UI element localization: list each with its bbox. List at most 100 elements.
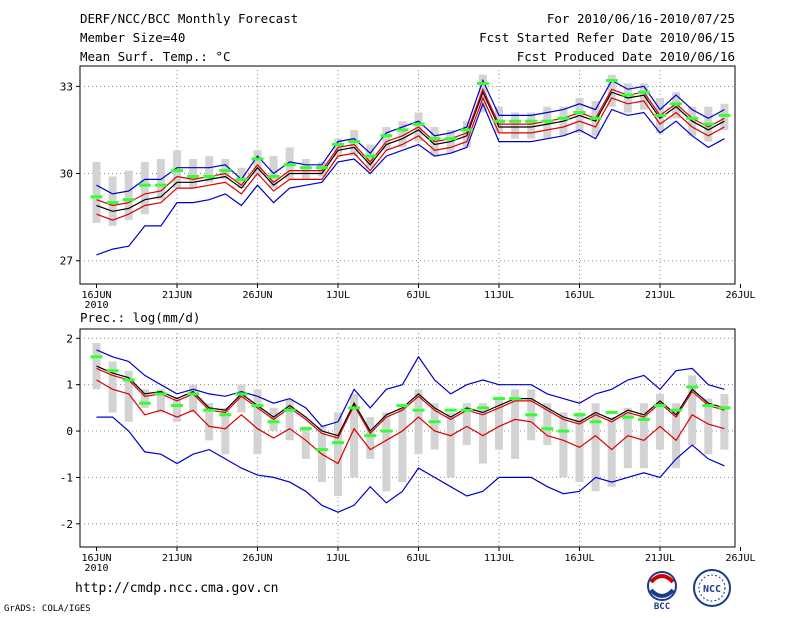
forecast-start-date: Fcst Started Refer Date 2010/06/15 bbox=[479, 30, 735, 45]
ncc-logo-text: NCC bbox=[703, 584, 721, 595]
median-mark bbox=[493, 397, 505, 401]
spread-box bbox=[92, 161, 101, 223]
member-size: Member Size=40 bbox=[80, 30, 186, 45]
median-mark bbox=[605, 79, 618, 83]
spread-box bbox=[559, 412, 568, 478]
median-mark bbox=[187, 174, 200, 178]
median-mark bbox=[154, 183, 167, 187]
median-mark bbox=[396, 404, 409, 408]
chart-temp: 16JUN 21JUN 26JUN 1JUL 6JUL 11JUL 16JUL 21JUL 26… bbox=[60, 65, 756, 311]
x-tick-label: 16JUN bbox=[81, 553, 111, 564]
y-tick-label: 2 bbox=[66, 332, 73, 345]
x-tick-label: 21JUN bbox=[162, 553, 192, 564]
y-tick-label: -1 bbox=[60, 471, 73, 484]
median-mark bbox=[686, 385, 699, 389]
median-mark bbox=[203, 174, 216, 178]
median-mark bbox=[235, 177, 248, 181]
y-tick-label: 1 bbox=[66, 379, 73, 392]
median-mark bbox=[122, 378, 135, 382]
forecast-period: For 2010/06/16-2010/07/25 bbox=[546, 11, 735, 26]
median-mark bbox=[476, 406, 489, 410]
spread-box bbox=[205, 156, 214, 183]
median-mark bbox=[203, 408, 216, 412]
median-mark bbox=[90, 195, 103, 199]
median-mark bbox=[106, 201, 119, 205]
spread-box bbox=[607, 417, 616, 487]
median-mark bbox=[90, 355, 103, 359]
median-mark bbox=[283, 163, 296, 167]
spread-box bbox=[656, 393, 664, 450]
bcc-logo: BCC bbox=[647, 571, 677, 610]
median-mark bbox=[299, 427, 312, 431]
logos: BCC NCC bbox=[647, 569, 731, 610]
spread-box bbox=[672, 403, 681, 469]
spread-box bbox=[688, 375, 697, 445]
median-mark bbox=[525, 119, 538, 123]
median-mark bbox=[541, 119, 554, 123]
median-mark bbox=[106, 369, 119, 373]
spread-box bbox=[140, 161, 149, 215]
median-mark bbox=[718, 113, 731, 117]
median-mark bbox=[428, 137, 441, 141]
median-mark bbox=[235, 392, 248, 396]
series-line-ens_mean bbox=[96, 365, 725, 437]
spread-box bbox=[527, 112, 536, 139]
variable-label: Mean Surf. Temp.: °C bbox=[80, 49, 231, 64]
median-mark bbox=[509, 397, 522, 401]
spread-box bbox=[720, 393, 729, 450]
median-mark bbox=[493, 119, 505, 123]
spread-box bbox=[253, 150, 262, 177]
series-line-max bbox=[96, 78, 725, 195]
spread-box bbox=[511, 389, 520, 459]
spread-box bbox=[511, 112, 520, 139]
median-mark bbox=[348, 406, 361, 410]
median-mark bbox=[589, 116, 602, 120]
spread-box bbox=[607, 74, 616, 107]
median-mark bbox=[654, 113, 666, 117]
chart-prec: 16JUN 21JUN 26JUN 1JUL 6JUL 11JUL 16JUL 21JUL 26… bbox=[60, 328, 756, 574]
median-mark bbox=[460, 408, 473, 412]
y-tick-label: 27 bbox=[60, 255, 73, 268]
spread-box bbox=[382, 127, 391, 151]
median-mark bbox=[348, 140, 361, 144]
x-tick-label: 26JUL bbox=[725, 290, 755, 301]
median-mark bbox=[573, 111, 586, 115]
median-mark bbox=[525, 413, 538, 417]
median-mark bbox=[637, 90, 650, 94]
series-line-max bbox=[96, 349, 725, 428]
median-mark bbox=[476, 81, 489, 85]
spread-box bbox=[591, 403, 600, 492]
median-mark bbox=[412, 122, 425, 126]
series-line-lower bbox=[96, 96, 725, 221]
median-mark bbox=[412, 408, 425, 412]
spread-box bbox=[205, 403, 214, 441]
y-tick-label: 33 bbox=[60, 80, 73, 93]
spread-box bbox=[623, 407, 632, 469]
source-url[interactable]: http://cmdp.ncc.cma.gov.cn bbox=[75, 581, 279, 596]
median-mark bbox=[138, 183, 151, 187]
spread-box bbox=[350, 393, 359, 478]
y-tick-label: 0 bbox=[66, 425, 73, 438]
spread-box bbox=[366, 417, 375, 459]
bcc-logo-text: BCC bbox=[654, 602, 670, 610]
spread-box bbox=[301, 426, 310, 459]
spread-box bbox=[704, 398, 713, 455]
ncc-logo: NCC bbox=[693, 569, 731, 607]
x-tick-label: 6JUL bbox=[406, 290, 430, 301]
x-tick-label: 21JUL bbox=[645, 553, 675, 564]
x-tick-label: 16JUL bbox=[564, 290, 594, 301]
median-mark bbox=[332, 441, 344, 445]
x-tick-label: 1JUL bbox=[326, 553, 350, 564]
median-mark bbox=[396, 128, 409, 132]
spread-box bbox=[398, 121, 407, 148]
median-mark bbox=[122, 198, 135, 202]
median-mark bbox=[589, 420, 602, 424]
spread-box bbox=[173, 398, 181, 422]
median-mark bbox=[702, 122, 715, 126]
median-mark bbox=[428, 420, 441, 424]
median-mark bbox=[138, 401, 151, 405]
spread-box bbox=[495, 398, 503, 450]
median-mark bbox=[621, 415, 634, 419]
y-tick-label: -2 bbox=[60, 518, 73, 531]
median-mark bbox=[154, 392, 167, 396]
